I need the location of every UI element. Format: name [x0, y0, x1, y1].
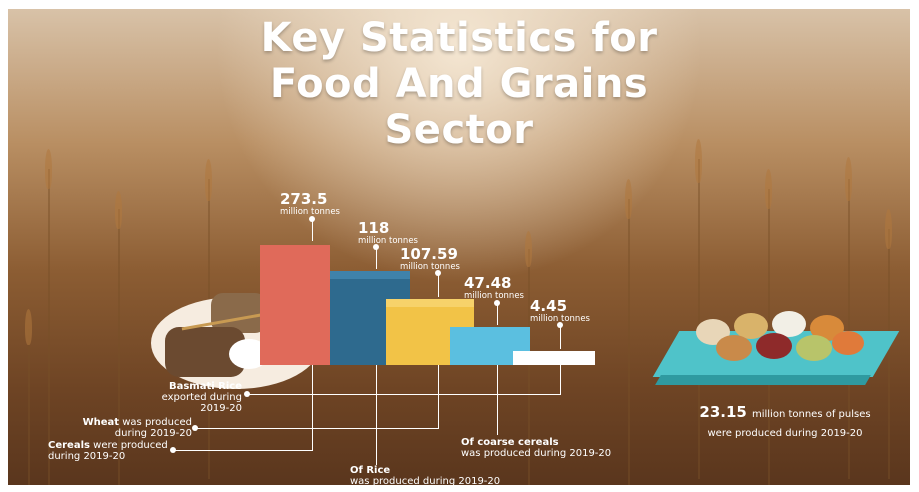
value-label-wheat: 107.59 million tonnes: [400, 246, 460, 272]
desc-cereals-rest2: during 2019-20: [48, 451, 126, 462]
value-wheat: 107.59: [400, 245, 458, 263]
value-label-coarse: 47.48 million tonnes: [464, 275, 524, 301]
leader-h-basmati: [246, 394, 560, 395]
pulses-illustration: [652, 301, 900, 391]
page-title: Key Statistics for Food And Grains Secto…: [8, 15, 910, 153]
unit-rice: million tonnes: [358, 236, 418, 246]
desc-coarse-rest: was produced during 2019-20: [461, 448, 612, 459]
dot-top-cereals: [309, 216, 315, 222]
desc-wheat-rest1: was produced: [122, 417, 192, 428]
leader-bottom-wheat: [438, 365, 439, 429]
desc-basmati: Basmati Rice exported during 2019-20: [130, 381, 242, 414]
desc-wheat-bold: Wheat: [82, 417, 120, 428]
bar-basmati-rice: [513, 351, 595, 365]
leader-h-cereals: [172, 450, 312, 451]
unit-wheat: million tonnes: [400, 262, 460, 272]
value-rice: 118: [358, 219, 390, 237]
desc-rice: Of Rice was produced during 2019-20: [350, 465, 560, 485]
pulses-text-1: million tonnes of pulses: [751, 409, 871, 420]
dot-top-basmati: [557, 322, 563, 328]
leader-bottom-basmati: [560, 365, 561, 395]
infographic-canvas: Key Statistics for Food And Grains Secto…: [8, 9, 910, 485]
value-coarse: 47.48: [464, 274, 512, 292]
desc-basmati-rest: exported during 2019-20: [161, 392, 242, 414]
value-cereals: 273.5: [280, 190, 328, 208]
pulses-value: 23.15: [699, 403, 747, 421]
desc-wheat-rest2: during 2019-20: [114, 428, 192, 439]
leader-bottom-coarse: [497, 365, 498, 435]
pulses-platform-side: [655, 375, 871, 385]
desc-coarse-bold: Of coarse cereals: [461, 437, 559, 448]
leader-top-basmati: [560, 325, 561, 349]
desc-rice-rest: was produced during 2019-20: [350, 476, 501, 485]
title-line-1: Key Statistics for: [260, 15, 658, 61]
unit-basmati: million tonnes: [530, 314, 590, 324]
desc-basmati-bold: Basmati Rice: [168, 381, 242, 392]
desc-cereals-rest1: were produced: [93, 440, 168, 451]
unit-cereals: million tonnes: [280, 207, 340, 217]
unit-coarse: million tonnes: [464, 291, 524, 301]
bar-cereals: [260, 245, 330, 365]
leader-h-wheat: [194, 428, 438, 429]
title-line-3: Sector: [384, 107, 534, 153]
desc-wheat: Wheat was produced during 2019-20: [66, 417, 192, 439]
dot-cereals: [170, 447, 176, 453]
dot-top-rice: [373, 244, 379, 250]
leader-top-coarse: [497, 303, 498, 325]
desc-coarse: Of coarse cereals was produced during 20…: [461, 437, 681, 459]
leader-bottom-cereals: [312, 365, 313, 451]
leader-top-wheat: [438, 273, 439, 297]
desc-cereals: Cereals were produced during 2019-20: [48, 440, 170, 462]
title-line-2: Food And Grains: [269, 61, 649, 107]
dot-basmati: [244, 391, 250, 397]
pulses-text-2: were produced during 2019-20: [707, 428, 863, 439]
dot-top-wheat: [435, 270, 441, 276]
value-label-basmati: 4.45 million tonnes: [530, 298, 590, 324]
desc-cereals-bold: Cereals: [48, 440, 90, 451]
leader-bottom-rice: [376, 365, 377, 465]
dot-top-coarse: [494, 300, 500, 306]
value-basmati: 4.45: [530, 297, 568, 315]
dot-wheat: [192, 425, 198, 431]
leader-top-cereals: [312, 219, 313, 241]
desc-rice-bold: Of Rice: [350, 465, 391, 476]
value-label-rice: 118 million tonnes: [358, 220, 418, 246]
value-label-cereals: 273.5 million tonnes: [280, 191, 340, 217]
pulses-stat: 23.15 million tonnes of pulses were prod…: [670, 402, 900, 440]
leader-top-rice: [376, 247, 377, 269]
